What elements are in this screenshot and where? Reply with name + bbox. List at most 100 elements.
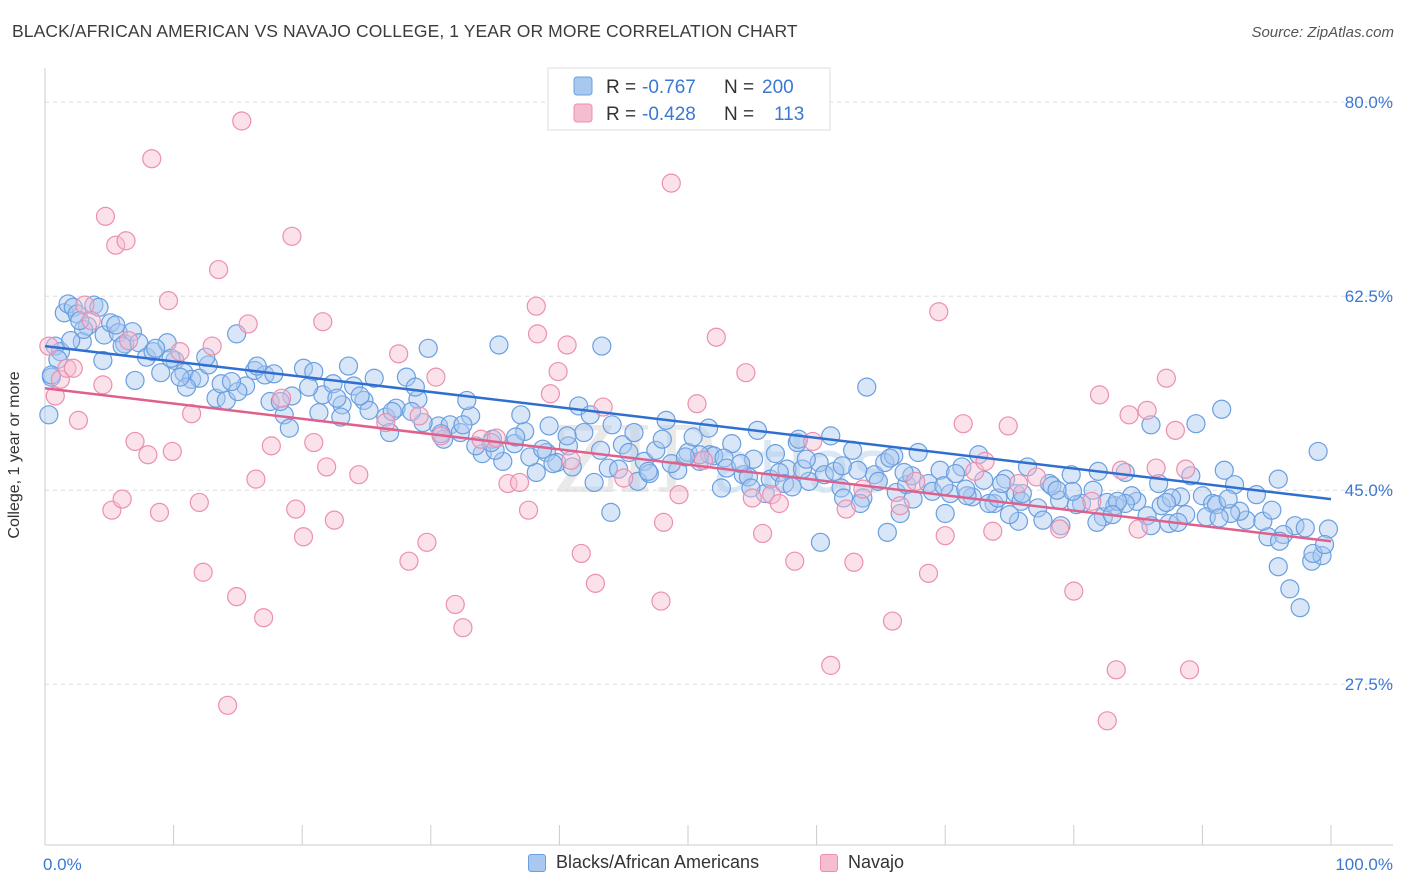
navajo-point-89 bbox=[929, 302, 949, 322]
blacks-point-208 bbox=[506, 427, 526, 447]
navajo-point-69 bbox=[661, 173, 681, 193]
blacks-point-69 bbox=[646, 440, 666, 460]
navajo-point-96 bbox=[1008, 473, 1029, 494]
blacks-point-181 bbox=[228, 381, 248, 402]
blacks-point-179 bbox=[125, 370, 145, 391]
blacks-point-274 bbox=[992, 473, 1012, 494]
blacks-point-75 bbox=[711, 478, 732, 498]
navajo-point-66 bbox=[614, 468, 634, 488]
navajo-point-21 bbox=[170, 342, 190, 362]
navajo-point-48 bbox=[426, 367, 446, 387]
blacks-point-175 bbox=[1318, 519, 1339, 539]
navajo-point-33 bbox=[261, 436, 281, 456]
blacks-point-256 bbox=[999, 505, 1020, 525]
navajo-point-110 bbox=[1165, 420, 1185, 440]
navajo-point-71 bbox=[687, 394, 707, 414]
navajo-point-4 bbox=[63, 358, 83, 378]
navajo-point-37 bbox=[293, 527, 314, 547]
navajo-point-14 bbox=[118, 330, 139, 351]
navajo-point-80 bbox=[803, 431, 823, 452]
source-note: Source: ZipAtlas.com bbox=[1251, 24, 1394, 41]
gridlines bbox=[45, 101, 1393, 685]
blacks-point-162 bbox=[1186, 414, 1206, 434]
navajo-point-108 bbox=[1146, 458, 1166, 478]
navajo-point-10 bbox=[106, 235, 126, 255]
navajo-point-107 bbox=[1137, 400, 1157, 420]
blacks-point-171 bbox=[1012, 483, 1032, 504]
blacks-point-226 bbox=[221, 371, 242, 392]
navajo-point-73 bbox=[706, 327, 726, 347]
navajo-point-51 bbox=[453, 618, 473, 638]
navajo-point-13 bbox=[112, 489, 132, 509]
blacks-point-19 bbox=[143, 342, 163, 362]
blacks-point-156 bbox=[601, 502, 621, 522]
blacks-point-169 bbox=[877, 522, 897, 542]
legend-r-value-1: -0.767 bbox=[642, 77, 696, 98]
navajo-point-27 bbox=[218, 695, 238, 715]
navajo-point-45 bbox=[399, 551, 419, 571]
navajo-point-88 bbox=[918, 563, 939, 583]
blacks-point-228 bbox=[327, 388, 347, 408]
blacks-point-167 bbox=[698, 418, 719, 438]
blacks-point-85 bbox=[821, 426, 841, 446]
navajo-point-46 bbox=[409, 406, 429, 426]
blacks-point-55 bbox=[493, 451, 513, 471]
blacks-point-209 bbox=[557, 426, 577, 446]
trend-line-navajo bbox=[44, 386, 1332, 543]
blacks-point-263 bbox=[338, 356, 359, 376]
navajo-point-61 bbox=[557, 335, 577, 355]
navajo-point-40 bbox=[317, 457, 337, 477]
legend: R = -0.767 N = 200 R = -0.428 N = 113 bbox=[547, 67, 831, 131]
bottom-legend: Blacks/African Americans Navajo bbox=[0, 852, 1406, 878]
navajo-point-81 bbox=[821, 655, 841, 675]
legend-n-label-2: N = bbox=[724, 104, 754, 125]
blacks-point-129 bbox=[1302, 551, 1322, 571]
navajo-point-76 bbox=[752, 523, 773, 544]
blacks-point-253 bbox=[832, 456, 852, 476]
navajo-point-9 bbox=[95, 206, 116, 226]
axes bbox=[44, 68, 1393, 846]
navajo-point-12 bbox=[116, 231, 136, 251]
legend-r-label-2: R = bbox=[606, 104, 636, 125]
legend-r-value-2: -0.428 bbox=[642, 104, 696, 125]
trend-lines bbox=[44, 344, 1332, 543]
blacks-point-37 bbox=[304, 361, 324, 382]
navajo-point-44 bbox=[389, 344, 409, 364]
blacks-point-247 bbox=[1314, 534, 1335, 555]
legend-n-label-1: N = bbox=[724, 77, 754, 98]
navajo-point-56 bbox=[518, 500, 539, 520]
y-tick-label-3: 80.0% bbox=[1345, 93, 1393, 112]
navajo-point-41 bbox=[324, 510, 344, 530]
navajo-point-42 bbox=[349, 465, 369, 485]
navajo-point-62 bbox=[561, 450, 581, 470]
blacks-point-180 bbox=[176, 377, 197, 397]
blacks-point-80 bbox=[765, 444, 786, 464]
blacks-point-264 bbox=[405, 377, 425, 397]
blacks-point-0 bbox=[39, 405, 59, 425]
y-tick-label-2: 62.5% bbox=[1345, 287, 1393, 306]
navajo-point-50 bbox=[445, 594, 465, 615]
legend-box bbox=[547, 67, 831, 131]
blacks-point-79 bbox=[755, 483, 775, 504]
navajo-point-106 bbox=[1128, 519, 1148, 539]
navajo-point-64 bbox=[585, 573, 606, 593]
blacks-point-242 bbox=[1062, 481, 1083, 501]
series-navajo-points bbox=[39, 111, 1200, 731]
bottom-legend-item-navajo: Navajo bbox=[820, 852, 904, 873]
navajo-point-98 bbox=[1050, 519, 1070, 539]
navajo-point-90 bbox=[935, 526, 955, 546]
navajo-point-102 bbox=[1097, 711, 1117, 731]
blacks-point-119 bbox=[1192, 486, 1213, 506]
legend-r-label-1: R = bbox=[606, 77, 636, 98]
navajo-point-95 bbox=[998, 416, 1018, 436]
navajo-point-97 bbox=[1026, 467, 1047, 487]
chart-title: BLACK/AFRICAN AMERICAN VS NAVAJO COLLEGE… bbox=[12, 21, 798, 41]
navajo-point-2 bbox=[50, 369, 71, 389]
blacks-point-178 bbox=[93, 350, 113, 371]
bottom-legend-label-blacks: Blacks/African Americans bbox=[556, 852, 760, 872]
blacks-point-138 bbox=[359, 400, 379, 420]
navajo-point-74 bbox=[736, 363, 756, 383]
navajo-point-68 bbox=[653, 512, 674, 532]
blacks-point-93 bbox=[908, 442, 928, 463]
